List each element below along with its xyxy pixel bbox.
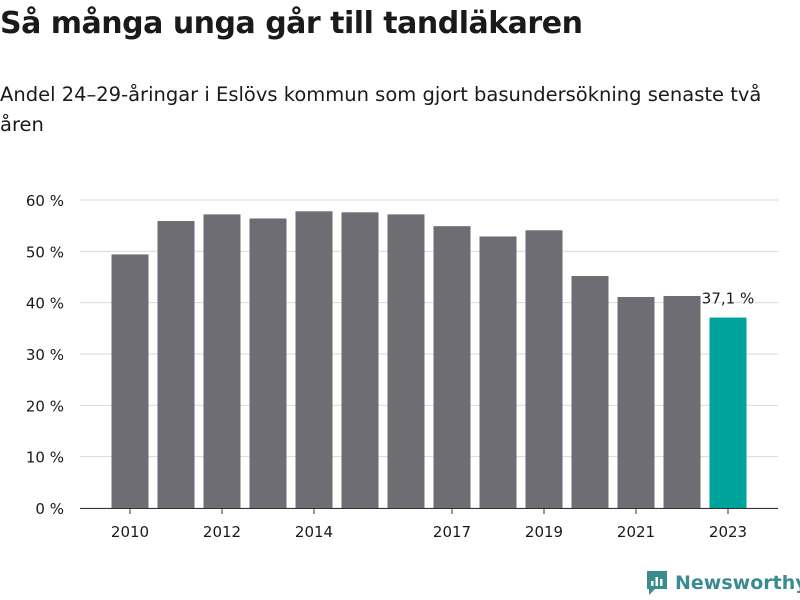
- bar: [341, 212, 379, 508]
- x-tick-label: 2010: [111, 523, 149, 541]
- x-tick-label: 2021: [617, 523, 655, 541]
- bar: [433, 226, 471, 508]
- bar: [617, 297, 655, 508]
- bar: [479, 236, 517, 509]
- brand-name: Newsworthy: [675, 572, 800, 594]
- newsworthy-logo-icon: [647, 571, 667, 595]
- y-tick-label: 50 %: [26, 243, 64, 261]
- data-label: 37,1 %: [702, 290, 754, 308]
- y-tick-label: 0 %: [35, 500, 64, 518]
- x-tick-label: 2023: [709, 523, 747, 541]
- bar: [387, 214, 425, 508]
- bar: [249, 218, 287, 509]
- x-tick-label: 2012: [203, 523, 241, 541]
- bar: [709, 317, 747, 508]
- bar-chart: 0 % 10 % 20 % 30 % 40 % 50 % 60 % 2010 2012 2014 2…: [26, 192, 778, 541]
- bar: [111, 254, 149, 508]
- x-tick-label: 2014: [295, 523, 333, 541]
- bar: [157, 221, 195, 508]
- y-tick-label: 40 %: [26, 295, 64, 313]
- x-tick-label: 2017: [433, 523, 471, 541]
- chart-title: Så många unga går till tandläkaren: [0, 6, 583, 41]
- y-tick-label: 60 %: [26, 192, 64, 210]
- brand-logo: Newsworthy: [645, 569, 800, 597]
- bar: [295, 211, 333, 508]
- bar: [203, 214, 241, 508]
- bar: [525, 230, 563, 508]
- y-tick-label: 30 %: [26, 346, 64, 364]
- bar: [571, 275, 609, 508]
- x-tick-label: 2019: [525, 523, 563, 541]
- y-tick-label: 20 %: [26, 397, 64, 415]
- bar: [663, 295, 701, 508]
- chart-subtitle: Andel 24–29-åringar i Eslövs kommun som …: [0, 83, 762, 136]
- y-tick-label: 10 %: [26, 449, 64, 467]
